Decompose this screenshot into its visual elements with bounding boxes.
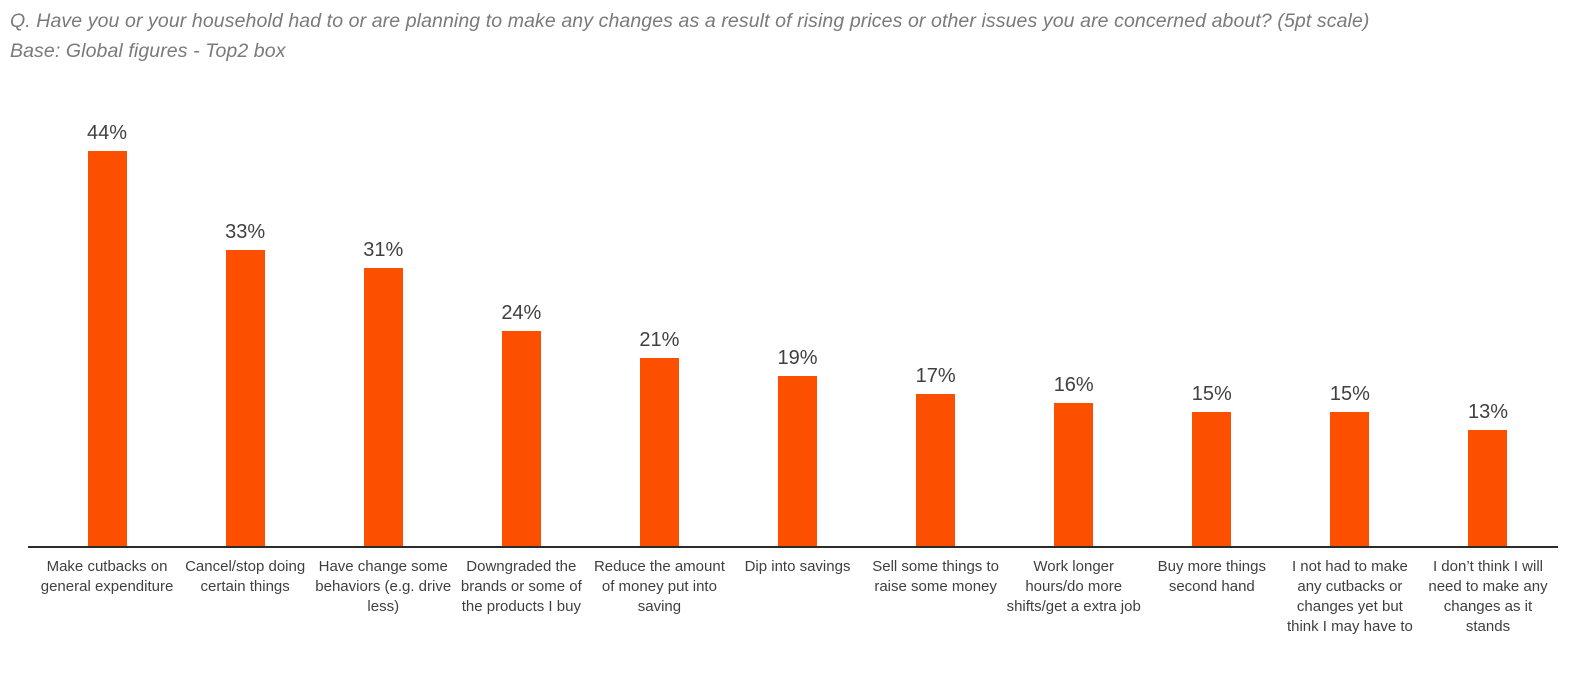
category-label: Sell some things to raise some money	[872, 558, 999, 595]
x-axis-line	[28, 546, 1558, 548]
category-label: Downgraded the brands or some of the pro…	[460, 558, 582, 615]
bar-column: 15%	[1281, 105, 1419, 547]
bar-value-label: 16%	[1053, 374, 1094, 396]
bar	[363, 268, 403, 547]
chart-header: Q. Have you or your household had to or …	[10, 6, 1561, 66]
bar-value-label: 44%	[87, 122, 128, 144]
bar-value-label: 13%	[1467, 401, 1508, 423]
bar	[1054, 403, 1094, 547]
bar	[1192, 412, 1232, 547]
bar-column: 44%	[38, 105, 176, 547]
bar	[87, 151, 127, 547]
bar-value-label: 31%	[363, 239, 404, 261]
category-label: I don’t think I will need to make any ch…	[1428, 558, 1548, 635]
bar	[225, 250, 265, 547]
bar-column: 33%	[176, 105, 314, 547]
category-label: Make cutbacks on general expenditure	[40, 558, 174, 595]
category-label: I not had to make any cutbacks or change…	[1286, 558, 1413, 635]
bars-area: 44% 33% 31% 24% 21% 19% 17% 16% 15% 15% 13%	[38, 105, 1557, 547]
bar-column: 31%	[314, 105, 452, 547]
bar-value-label: 33%	[225, 221, 266, 243]
category-label: Work longer hours/do more shifts/get a e…	[1006, 558, 1141, 615]
category-label: Buy more things second hand	[1157, 558, 1266, 595]
chart-title: Q. Have you or your household had to or …	[10, 10, 1370, 32]
bar-value-label: 15%	[1191, 383, 1232, 405]
bar	[501, 331, 541, 547]
category-label: Cancel/stop doing certain things	[185, 558, 306, 595]
bar-value-label: 24%	[501, 302, 542, 324]
bar-column: 15%	[1143, 105, 1281, 547]
bar	[639, 358, 679, 547]
bar-column: 24%	[452, 105, 590, 547]
bar-column: 21%	[590, 105, 728, 547]
category-label: Reduce the amount of money put into savi…	[593, 558, 725, 615]
bar	[1330, 412, 1370, 547]
bar-column: 16%	[1005, 105, 1143, 547]
bar-column: 13%	[1419, 105, 1557, 547]
category-label: Dip into savings	[744, 558, 851, 575]
bar-column: 17%	[867, 105, 1005, 547]
bar-value-label: 19%	[777, 347, 818, 369]
bar-value-label: 15%	[1329, 383, 1370, 405]
bar	[916, 394, 956, 547]
bar-column: 19%	[728, 105, 866, 547]
bar	[778, 376, 818, 547]
bar-value-label: 17%	[915, 365, 956, 387]
bar-chart: 44% 33% 31% 24% 21% 19% 17% 16% 15% 15% 13% Make c…	[28, 0, 1558, 688]
category-labels-row: Make cutbacks on general expenditure Canc…	[38, 557, 1557, 637]
bar	[1468, 430, 1508, 547]
bar-value-label: 21%	[639, 329, 680, 351]
chart-subtitle: Base: Global figures - Top2 box	[10, 40, 286, 62]
category-label: Have change some behaviors (e.g. drive l…	[315, 558, 452, 615]
